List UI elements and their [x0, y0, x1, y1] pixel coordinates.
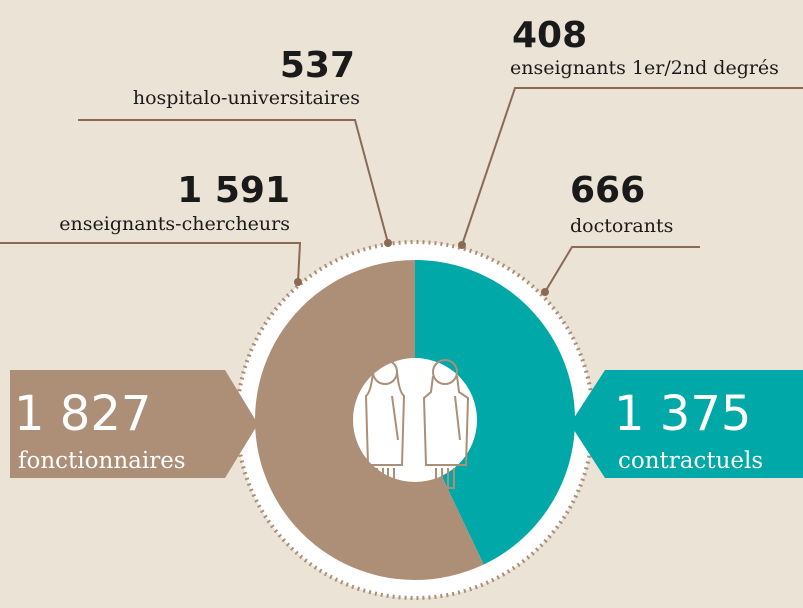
annotation-label: enseignants 1er/2nd degrés: [510, 57, 779, 79]
leader-line: [78, 119, 389, 244]
annotation-value: 537: [280, 45, 355, 86]
leader-line: [461, 87, 803, 246]
leader-dot: [541, 288, 549, 296]
right-value: 1 375: [614, 386, 751, 442]
right-banner: [570, 370, 803, 478]
annotation-label: hospitalo-universitaires: [133, 87, 360, 109]
people-icon: [364, 359, 470, 489]
left-category: fonctionnaires: [18, 448, 186, 474]
leader-dot: [384, 239, 392, 247]
donut-hole: [353, 358, 477, 482]
right-category: contractuels: [618, 448, 763, 474]
annotation-label: enseignants-chercheurs: [59, 213, 290, 235]
left-value: 1 827: [14, 386, 151, 442]
annotation-value: 408: [512, 15, 587, 56]
leader-dot: [458, 241, 466, 249]
annotation-value: 666: [570, 170, 645, 211]
annotation-value: 1 591: [177, 170, 290, 211]
annotation-label: doctorants: [570, 215, 673, 237]
leader-dot: [294, 278, 302, 286]
left-banner: [10, 370, 258, 478]
leader-line: [544, 246, 700, 293]
leader-line: [0, 242, 302, 283]
